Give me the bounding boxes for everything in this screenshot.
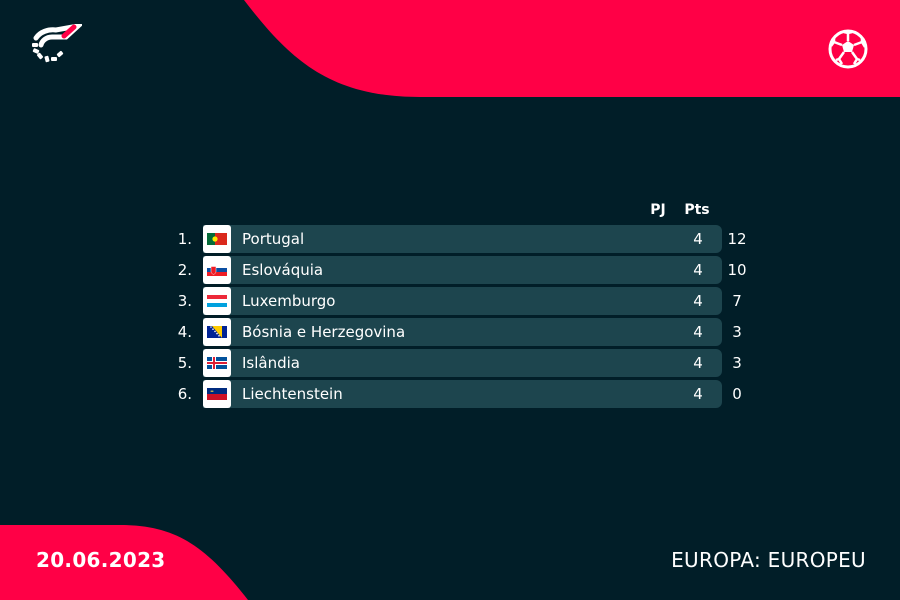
points: 3 bbox=[732, 323, 742, 341]
games-played: 4 bbox=[693, 261, 703, 279]
points: 12 bbox=[727, 230, 747, 248]
games-played: 4 bbox=[693, 385, 703, 403]
portugal-flag-icon bbox=[203, 225, 231, 253]
table-row[interactable]: 5. Islândia 4 3 bbox=[166, 349, 742, 377]
slovakia-flag-icon bbox=[203, 256, 231, 284]
games-played: 4 bbox=[693, 354, 703, 372]
team-name: Liechtenstein bbox=[242, 385, 343, 403]
row-bar: Liechtenstein 4 0 bbox=[203, 380, 742, 408]
row-bar: Portugal 4 12 bbox=[203, 225, 747, 253]
points: 10 bbox=[727, 261, 747, 279]
team-name: Eslováquia bbox=[242, 261, 324, 279]
points: 3 bbox=[732, 354, 742, 372]
standings-table: 1. Portugal 4 12 2. Eslováquia 4 10 3. L… bbox=[166, 225, 747, 411]
rank: 3. bbox=[177, 292, 192, 310]
table-row[interactable]: 6. Liechtenstein 4 0 bbox=[166, 380, 742, 408]
points: 0 bbox=[732, 385, 742, 403]
competition-name: EUROPA: EUROPEU bbox=[671, 548, 866, 572]
rank: 6. bbox=[177, 385, 192, 403]
rank: 2. bbox=[177, 261, 192, 279]
soccer-ball-icon bbox=[828, 29, 868, 69]
liechtenstein-flag-icon bbox=[203, 380, 231, 408]
top-right-red-shape bbox=[244, 0, 900, 97]
table-row[interactable]: 2. Eslováquia 4 10 bbox=[166, 256, 747, 284]
bottom-left-red-shape bbox=[0, 525, 248, 600]
luxembourg-flag-icon bbox=[203, 287, 231, 315]
table-row[interactable]: 4. Bósnia e Herzegovina 4 3 bbox=[166, 318, 742, 346]
row-bar: Islândia 4 3 bbox=[203, 349, 742, 377]
team-name: Luxemburgo bbox=[242, 292, 336, 310]
row-bar: Luxemburgo 4 7 bbox=[203, 287, 742, 315]
games-played: 4 bbox=[693, 230, 703, 248]
column-header-pj: PJ bbox=[650, 202, 666, 218]
column-header-pts: Pts bbox=[684, 202, 710, 218]
rank: 5. bbox=[177, 354, 192, 372]
row-bar: Eslováquia 4 10 bbox=[203, 256, 747, 284]
team-name: Bósnia e Herzegovina bbox=[242, 323, 406, 341]
table-row[interactable]: 3. Luxemburgo 4 7 bbox=[166, 287, 742, 315]
team-name: Portugal bbox=[242, 230, 305, 248]
row-bar: Bósnia e Herzegovina 4 3 bbox=[203, 318, 742, 346]
match-date: 20.06.2023 bbox=[36, 548, 166, 572]
flashscore-logo-icon bbox=[32, 24, 82, 63]
rank: 4. bbox=[177, 323, 192, 341]
points: 7 bbox=[732, 292, 742, 310]
iceland-flag-icon bbox=[203, 349, 231, 377]
bosnia-flag-icon bbox=[203, 318, 231, 346]
team-name: Islândia bbox=[242, 354, 300, 372]
rank: 1. bbox=[177, 230, 192, 248]
games-played: 4 bbox=[693, 292, 703, 310]
table-row[interactable]: 1. Portugal 4 12 bbox=[166, 225, 747, 253]
games-played: 4 bbox=[693, 323, 703, 341]
